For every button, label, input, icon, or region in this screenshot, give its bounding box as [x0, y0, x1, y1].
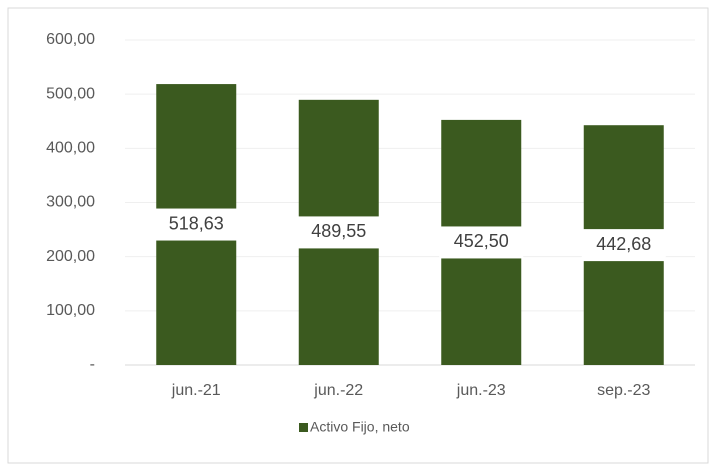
legend-label: Activo Fijo, neto	[310, 419, 410, 435]
y-tick-label: 200,00	[46, 248, 95, 265]
x-tick-label: sep.-23	[597, 382, 650, 399]
x-tick-label: jun.-23	[456, 382, 506, 399]
value-label-bg	[581, 229, 666, 262]
y-tick-label: 400,00	[46, 140, 95, 157]
value-label: 518,63	[169, 213, 224, 233]
value-label-bg	[296, 216, 381, 249]
value-label: 489,55	[311, 221, 366, 241]
value-label: 442,68	[596, 234, 651, 254]
value-label: 452,50	[454, 231, 509, 251]
y-tick-label: 300,00	[46, 194, 95, 211]
x-tick-label: jun.-22	[313, 382, 363, 399]
legend-swatch	[299, 423, 308, 432]
x-tick-label: jun.-21	[171, 382, 221, 399]
value-label-bg	[439, 226, 524, 259]
y-tick-label: -	[90, 356, 95, 373]
value-label-bg	[154, 208, 239, 241]
y-tick-label: 600,00	[46, 31, 95, 48]
y-tick-label: 100,00	[46, 302, 95, 319]
y-tick-label: 500,00	[46, 85, 95, 102]
